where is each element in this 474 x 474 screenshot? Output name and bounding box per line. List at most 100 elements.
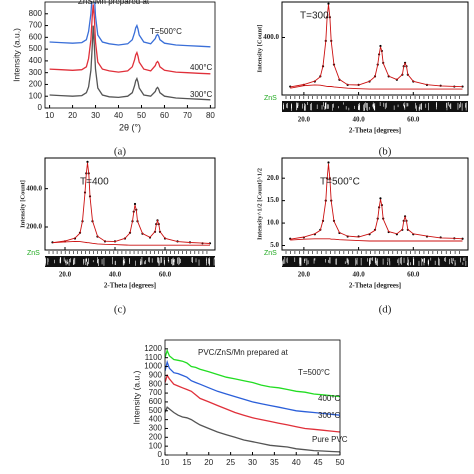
x-tick-label: 20.0 [298,116,311,124]
x-tick-label: 60 [160,111,169,120]
series-label: 300°C [190,90,213,99]
x-tick-label: 20.0 [59,271,72,279]
x-tick-label: 40.0 [352,271,365,279]
y-tick-label: 1200 [144,344,162,353]
series-line [165,348,340,398]
phase-label: ZnS [264,95,277,102]
y-tick-label: 500 [29,44,43,53]
annotation: T=300 [300,11,329,22]
y-axis-label: Intensity [Count] [256,25,263,73]
frame [44,157,216,251]
x-tick-label: 15 [182,458,191,467]
panel-label: (a) [114,146,127,158]
y-tick-label: 1000 [144,362,162,371]
frame [281,1,469,96]
x-tick-label: 40.0 [109,271,122,279]
x-tick-label: 30 [91,111,100,120]
x-tick-label: 80 [206,111,215,120]
chart-title: PVC/ZnS/Mn prepared at [198,348,289,357]
y-tick-label: 200 [149,432,163,441]
series-label: 400°C [190,63,213,72]
x-tick-label: 50 [137,111,146,120]
y-tick-label: 800 [29,9,43,18]
series-label: 300°C [318,411,341,420]
plot [49,2,211,101]
x-axis-label: 2-Theta [degrees] [349,282,401,290]
series-line [290,84,463,90]
data-point [86,160,89,163]
x-tick-label: 10 [45,111,54,120]
series-line [52,240,210,246]
phase-label: ZnS [27,250,40,257]
x-tick-label: 20 [204,458,213,467]
x-axis-label: 2-Theta [degrees] [104,282,156,290]
y-axis-label: Intensity (a.u.) [131,370,141,424]
y-tick-label: 600 [149,397,163,406]
x-tick-label: 25 [226,458,235,467]
plot [289,161,464,242]
y-axis-label: Intensity^1/2 [Count]^1/2 [256,168,263,240]
series-line [290,238,463,242]
y-tick-label: 700 [149,388,163,397]
plot [51,160,212,246]
phase-label: ZnS [264,250,277,257]
x-tick-label: 35 [270,458,279,467]
y-tick-label: 800 [149,379,163,388]
annotation: T=400 [80,177,109,188]
y-tick-label: 100 [149,441,163,450]
frame [44,1,216,109]
y-tick-label: 600 [29,32,43,41]
data-point [379,197,382,200]
series-line [165,373,340,433]
y-tick-label: 0 [158,450,163,459]
x-tick-label: 30 [248,458,257,467]
y-tick-label: 500 [149,406,163,415]
x-tick-label: 60.0 [407,271,420,279]
x-tick-label: 40.0 [352,116,365,124]
series-label: 400°C [318,394,341,403]
x-tick-label: 60.0 [159,271,172,279]
frame [281,157,469,251]
x-tick-label: 40 [292,458,301,467]
x-tick-label: 60.0 [407,116,420,124]
y-tick-label: 0 [38,103,43,112]
x-tick-label: 10 [161,458,170,467]
series-line [52,162,211,244]
x-axis-label: 2-Theta [degrees] [349,127,401,135]
series-line [49,4,211,75]
y-tick-label: 200.0 [26,223,42,231]
y-tick-label: 400.0 [26,184,42,192]
y-tick-label: 20.0 [267,174,280,182]
y-tick-label: 300 [149,424,163,433]
series-line [165,359,340,416]
y-tick-label: 400.0 [263,33,279,41]
y-tick-label: 100 [29,91,43,100]
y-tick-label: 15.0 [267,196,280,204]
difference-band [45,256,215,267]
series-label: Pure PVC [312,435,348,444]
chart-title: ZnS/Mn prepared at [78,0,150,6]
data-point [461,237,464,240]
plot [289,2,464,90]
x-tick-label: 40 [114,111,123,120]
y-tick-label: 200 [29,80,43,89]
series-line [165,406,340,453]
plot [165,348,340,453]
panel-label: (c) [114,304,127,316]
y-tick-label: 900 [149,370,163,379]
y-tick-label: 700 [29,21,43,30]
x-axis-label: 2θ (°) [119,122,141,132]
series-line [49,25,211,101]
y-axis-label: Intensity [Count] [19,180,26,228]
series-line [290,4,463,88]
y-tick-label: 5.0 [270,241,279,249]
y-tick-label: 10.0 [267,219,280,227]
data-point [133,202,137,206]
y-tick-label: 400 [149,415,163,424]
y-tick-label: 1100 [145,353,163,362]
x-tick-label: 20 [68,111,77,120]
x-tick-label: 45 [314,458,323,467]
panel-label: (b) [379,146,392,158]
series-label: T=500°C [298,368,330,377]
